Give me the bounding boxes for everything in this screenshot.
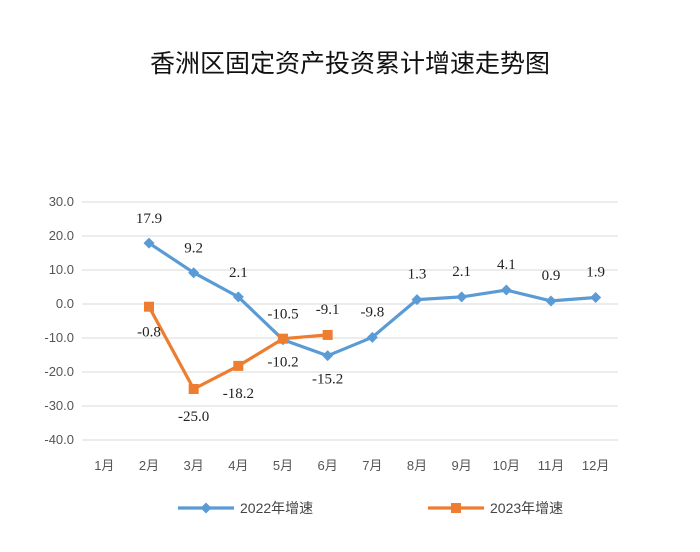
x-tick-label: 10月: [493, 458, 520, 473]
data-labels: 17.9 9.2 2.1 -10.5 -15.2 -9.8 1.3 2.1 4.1 0.9 1.9 -…: [136, 211, 605, 425]
x-tick-label: 3月: [184, 458, 204, 473]
data-label: 1.3: [408, 267, 427, 283]
y-tick-label: 0.0: [56, 296, 74, 311]
data-point: [545, 295, 557, 307]
x-tick-label: 1月: [94, 458, 114, 473]
data-label: -0.8: [137, 325, 161, 341]
data-point: [411, 294, 423, 306]
y-tick-label: 20.0: [49, 228, 74, 243]
x-tick-label: 12月: [582, 458, 609, 473]
y-tick-label: 10.0: [49, 262, 74, 277]
data-label: -9.8: [360, 304, 384, 320]
data-label: 4.1: [497, 257, 516, 273]
legend-label: 2023年增速: [490, 500, 563, 516]
data-point: [144, 301, 154, 312]
legend: 2022年增速 2023年增速: [178, 500, 563, 516]
data-label: 2.1: [452, 264, 471, 280]
data-point: [143, 237, 155, 249]
data-point: [322, 350, 334, 362]
data-label: 1.9: [586, 265, 605, 281]
y-tick-label: -10.0: [44, 330, 74, 345]
x-tick-label: 7月: [362, 458, 382, 473]
x-axis-ticks: 1月 2月 3月 4月 5月 6月 7月 8月 9月 10月 11月 12月: [94, 458, 609, 473]
x-tick-label: 2月: [139, 458, 159, 473]
data-point: [188, 384, 199, 394]
data-label: 17.9: [136, 211, 162, 227]
y-tick-label: -20.0: [44, 364, 74, 379]
data-point: [456, 291, 468, 303]
x-tick-label: 5月: [273, 458, 293, 473]
data-point: [590, 292, 602, 304]
data-label: -25.0: [178, 409, 209, 425]
data-label: 9.2: [184, 241, 203, 257]
data-point: [232, 291, 244, 303]
x-tick-label: 9月: [452, 458, 472, 473]
legend-marker: [200, 502, 212, 514]
legend-marker: [451, 503, 461, 513]
x-tick-label: 6月: [318, 458, 338, 473]
data-point: [366, 331, 378, 343]
data-label: 0.9: [542, 268, 561, 284]
series-group: [143, 237, 602, 394]
y-axis-ticks: 30.0 20.0 10.0 0.0 -10.0 -20.0 -30.0 -40.0: [44, 194, 74, 447]
data-label: -9.1: [316, 302, 340, 318]
data-point: [322, 329, 333, 340]
chart-title: 香洲区固定资产投资累计增速走势图: [150, 49, 550, 78]
y-tick-label: 30.0: [49, 194, 74, 209]
data-point: [233, 360, 244, 371]
y-tick-label: -40.0: [44, 432, 74, 447]
data-label: 2.1: [229, 265, 248, 281]
grid-lines: [82, 201, 618, 441]
x-tick-label: 4月: [228, 458, 248, 473]
data-point: [500, 284, 512, 296]
data-label: -15.2: [312, 372, 343, 388]
legend-label: 2022年增速: [240, 500, 313, 516]
data-label: -10.5: [267, 307, 298, 323]
series-line: [147, 305, 328, 391]
data-label: -18.2: [223, 386, 254, 402]
y-tick-label: -30.0: [44, 398, 74, 413]
x-tick-label: 8月: [407, 458, 427, 473]
data-point: [188, 267, 200, 279]
data-point: [278, 333, 288, 344]
data-label: -10.2: [267, 355, 298, 371]
x-tick-label: 11月: [538, 458, 565, 473]
